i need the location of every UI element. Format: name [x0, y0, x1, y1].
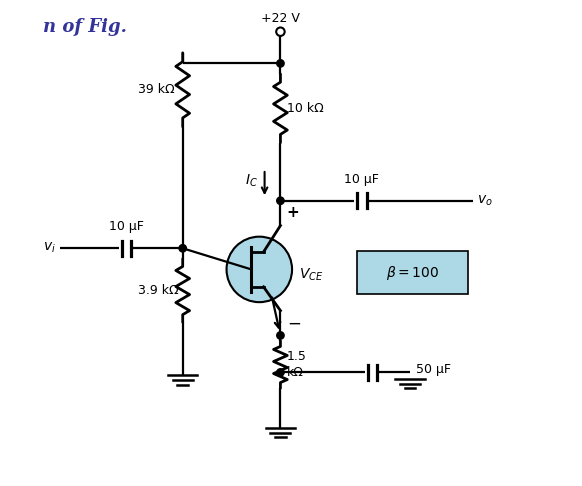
Circle shape	[226, 237, 292, 302]
Circle shape	[276, 28, 285, 36]
Circle shape	[276, 369, 284, 376]
Text: 10 μF: 10 μF	[345, 173, 379, 186]
Text: n of Fig.: n of Fig.	[42, 18, 127, 36]
Circle shape	[179, 244, 186, 252]
Text: −: −	[287, 315, 301, 333]
Text: 39 kΩ: 39 kΩ	[138, 83, 175, 96]
Text: 1.5
kΩ: 1.5 kΩ	[287, 350, 307, 379]
Text: $V_{CE}$: $V_{CE}$	[299, 266, 324, 283]
Text: 10 μF: 10 μF	[109, 221, 144, 233]
Text: $\beta = 100$: $\beta = 100$	[386, 263, 439, 281]
Text: +22 V: +22 V	[261, 12, 300, 25]
Circle shape	[276, 60, 284, 67]
FancyBboxPatch shape	[357, 251, 468, 294]
Text: 10 kΩ: 10 kΩ	[287, 102, 324, 115]
Text: $I_C$: $I_C$	[246, 173, 258, 189]
Circle shape	[276, 197, 284, 205]
Text: $v_o$: $v_o$	[477, 193, 493, 208]
Text: $v_i$: $v_i$	[43, 241, 56, 256]
Text: 50 μF: 50 μF	[416, 363, 451, 376]
Circle shape	[276, 332, 284, 339]
Text: 3.9 kΩ: 3.9 kΩ	[138, 284, 179, 297]
Text: +: +	[287, 205, 300, 220]
